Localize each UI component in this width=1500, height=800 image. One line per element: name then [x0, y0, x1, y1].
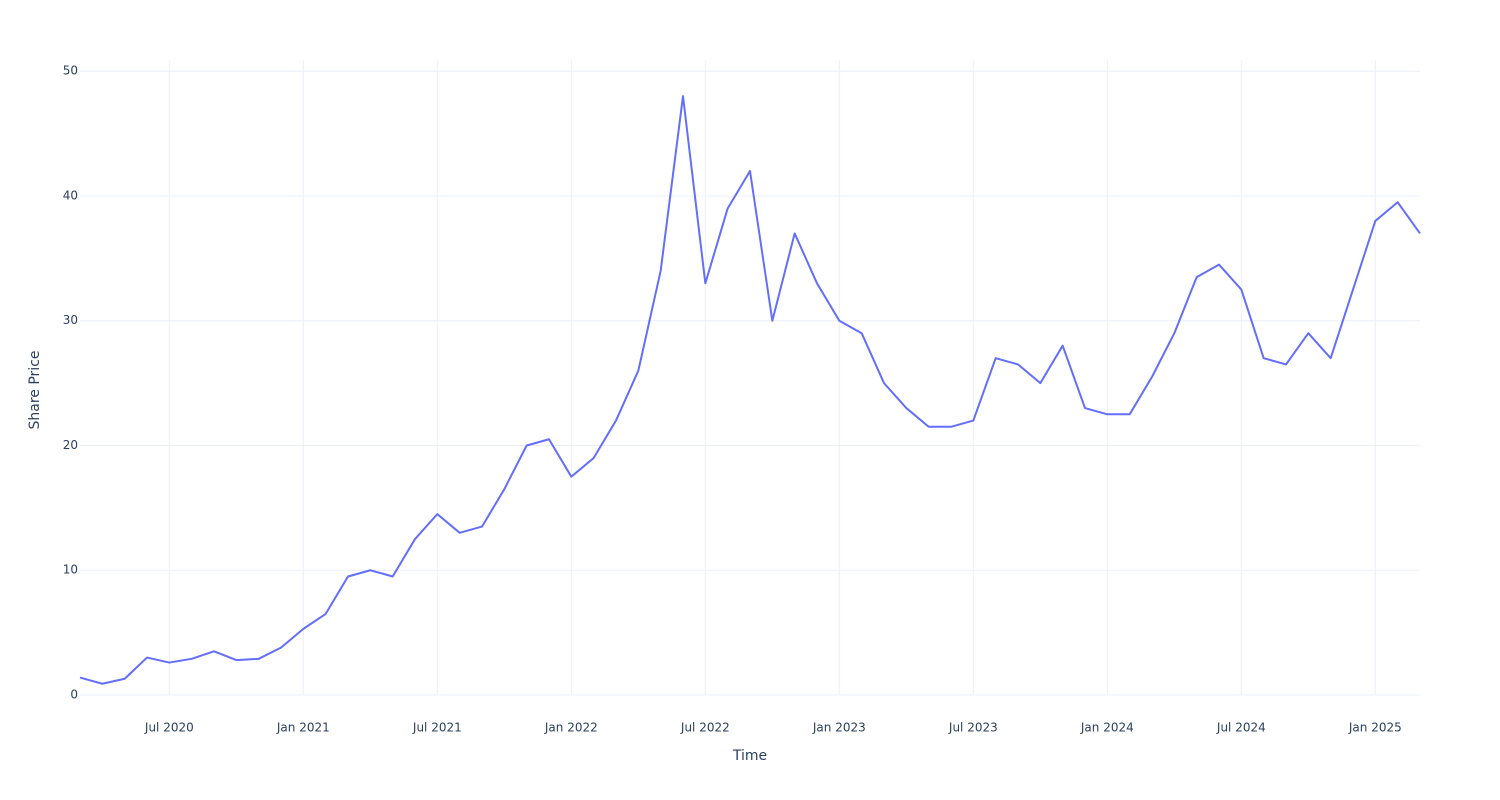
- data-line: [79, 95, 1421, 685]
- x-tick-label: Jan 2025: [1348, 721, 1402, 735]
- x-tick-label: Jul 2021: [412, 721, 462, 735]
- x-axis-title: Time: [732, 748, 767, 764]
- y-tick-label: 10: [63, 563, 78, 577]
- x-tick-label: Jul 2023: [948, 721, 998, 735]
- x-tick-label: Jul 2022: [680, 721, 730, 735]
- x-tick-label: Jan 2024: [1080, 721, 1134, 735]
- x-tick-label: Jan 2023: [812, 721, 866, 735]
- y-axis-title: Share Price: [27, 350, 43, 429]
- y-tick-label: 0: [70, 688, 78, 702]
- y-tick-label: 30: [63, 313, 78, 327]
- x-tick-label: Jul 2020: [144, 721, 194, 735]
- y-tick-label: 40: [63, 188, 78, 202]
- y-tick-label: 50: [63, 64, 78, 78]
- x-tick-label: Jan 2021: [276, 721, 330, 735]
- y-tick-label: 20: [63, 438, 78, 452]
- x-tick-label: Jan 2022: [544, 721, 598, 735]
- x-tick-label: Jul 2024: [1216, 721, 1266, 735]
